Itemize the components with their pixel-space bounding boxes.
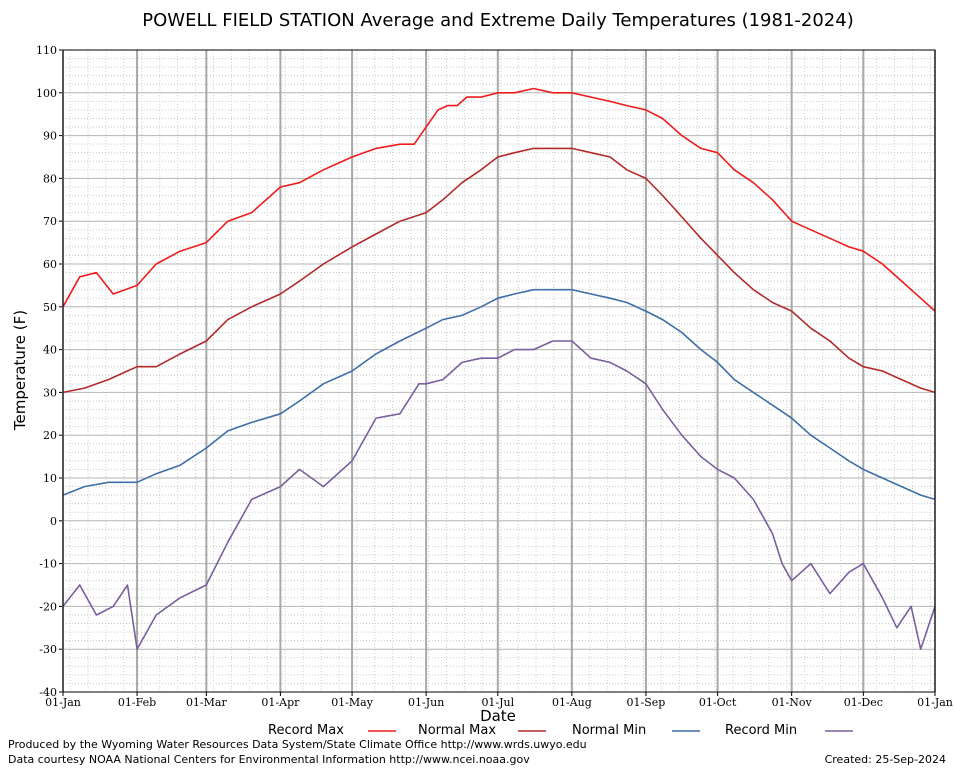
x-tick-label: 01-Jan — [917, 696, 953, 709]
series-line-record-max — [62, 87, 936, 312]
x-tick-label: 01-Oct — [699, 696, 737, 709]
x-tick-label: 01-Nov — [772, 696, 813, 709]
y-tick-label: 60 — [43, 258, 57, 271]
y-tick-label: 20 — [43, 429, 57, 442]
x-tick-label: 01-Mar — [186, 696, 228, 709]
series-line-normal-min — [62, 288, 936, 501]
y-tick-label: 50 — [43, 301, 57, 314]
y-tick-label: 70 — [43, 215, 57, 228]
x-tick-label: 01-Jul — [481, 696, 514, 709]
y-tick-label: -40 — [39, 686, 57, 699]
x-tick-label: 01-Apr — [261, 696, 300, 709]
legend-label-normal-min: Normal Min — [572, 723, 646, 738]
legend-label-record-max: Record Max — [268, 723, 344, 738]
y-tick-label: -30 — [39, 643, 57, 656]
x-tick-label: 01-Jan — [45, 696, 81, 709]
y-tick-label: 40 — [43, 344, 57, 357]
x-tick-label: 01-May — [331, 696, 374, 709]
x-tick-label: 01-Aug — [552, 696, 592, 709]
y-tick-label: -10 — [39, 558, 57, 571]
footer-created-date: Created: 25-Sep-2024 — [825, 753, 946, 766]
chart-title: POWELL FIELD STATION Average and Extreme… — [142, 10, 853, 31]
x-tick-label: 01-Sep — [627, 696, 666, 709]
x-tick-label: 01-Feb — [118, 696, 156, 709]
x-axis-label: Date — [480, 707, 516, 725]
y-axis-label: Temperature (F) — [11, 310, 29, 431]
x-tick-label: 01-Dec — [844, 696, 883, 709]
series-line-normal-max — [62, 147, 936, 394]
footer-credit-noaa: Data courtesy NOAA National Centers for … — [8, 753, 530, 766]
y-tick-label: 30 — [43, 386, 57, 399]
legend: Record Max Normal Max Normal Min Record Min — [268, 723, 853, 738]
y-tick-label: 10 — [43, 472, 57, 485]
y-tick-label: 110 — [36, 44, 57, 57]
legend-label-normal-max: Normal Max — [418, 723, 496, 738]
series-line-record-min — [62, 340, 936, 651]
x-tick-label: 01-Jun — [408, 696, 444, 709]
legend-label-record-min: Record Min — [725, 723, 797, 738]
plot-frame — [62, 49, 936, 693]
y-tick-label: 0 — [50, 515, 57, 528]
y-tick-label: 100 — [36, 87, 57, 100]
plot-area: -40 -30 -20 -10 0 10 20 30 40 50 60 70 80 90 100 110 01-… — [36, 44, 953, 709]
plot-background — [63, 50, 935, 692]
y-tick-label: 80 — [43, 172, 57, 185]
y-tick-label: 90 — [43, 130, 57, 143]
y-tick-label: -20 — [39, 600, 57, 613]
footer-credit-wrds: Produced by the Wyoming Water Resources … — [8, 738, 587, 751]
